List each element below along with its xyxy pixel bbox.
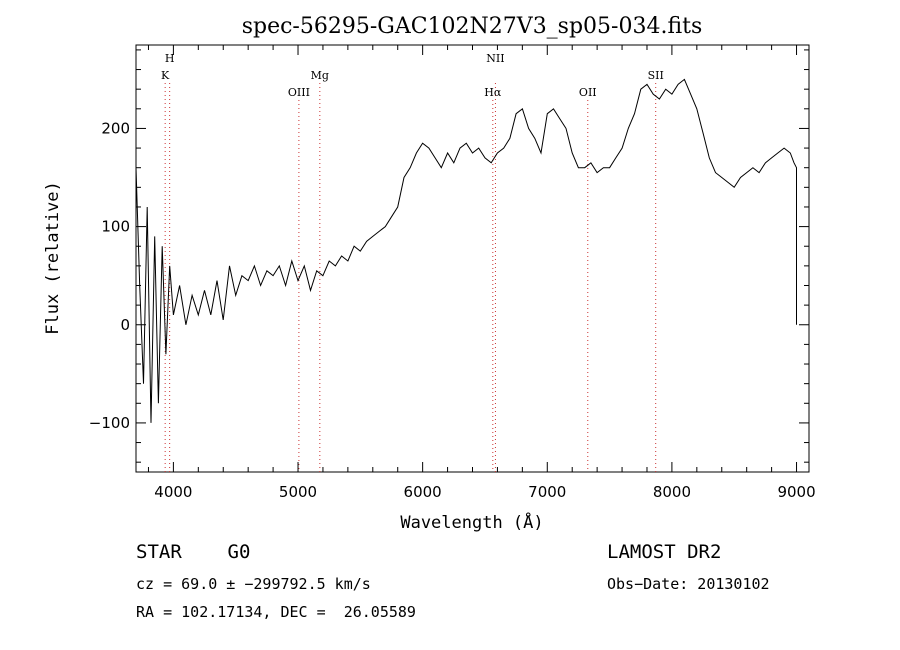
- object-class: STAR G0: [136, 541, 251, 563]
- y-axis-label: Flux (relative): [43, 181, 63, 335]
- x-tick-label: 6000: [404, 483, 442, 501]
- spectral-line-label: SII: [648, 69, 664, 82]
- obs-date: Obs−Date: 20130102: [607, 575, 770, 593]
- y-tick-label: 100: [101, 218, 130, 236]
- y-tick-label: 0: [120, 316, 130, 334]
- spectral-line-label: OII: [579, 86, 597, 99]
- coordinates-line: RA = 102.17134, DEC = 26.05589: [136, 603, 416, 621]
- x-tick-label: 9000: [777, 483, 815, 501]
- y-axis: −100 0 100 200: [89, 49, 809, 463]
- spectral-line-label: NII: [486, 52, 504, 65]
- x-tick-label: 5000: [279, 483, 317, 501]
- spectrum-line: [135, 78, 797, 423]
- redshift-line: cz = 69.0 ± −299792.5 km/s: [136, 575, 371, 593]
- x-axis: 4000 5000 6000 7000 8000 9000: [147, 45, 816, 501]
- plot-frame: [135, 44, 810, 473]
- spectral-line-label: OIII: [288, 86, 310, 99]
- spectral-line-label: K: [161, 69, 170, 82]
- spectral-line-label: Mg: [311, 69, 329, 82]
- x-tick-label: 4000: [154, 483, 192, 501]
- x-axis-label: Wavelength (Å): [400, 511, 543, 533]
- x-tick-label: 8000: [653, 483, 691, 501]
- y-tick-label: 200: [101, 119, 130, 137]
- x-tick-label: 7000: [528, 483, 566, 501]
- spectral-line-label: Hα: [484, 86, 502, 99]
- chart-title: spec-56295-GAC102N27V3_sp05-034.fits: [242, 14, 703, 39]
- spectral-line-label: H: [165, 52, 175, 65]
- survey-name: LAMOST DR2: [607, 541, 722, 563]
- y-tick-label: −100: [89, 414, 130, 432]
